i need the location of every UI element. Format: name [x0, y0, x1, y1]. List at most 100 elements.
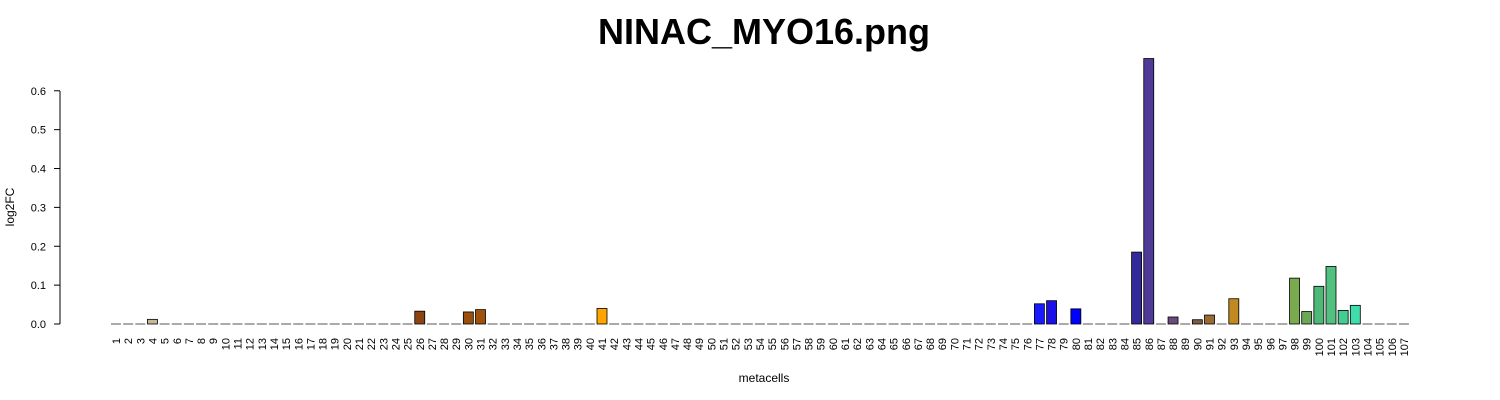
x-tick-label: 80: [1071, 338, 1083, 350]
x-tick-label: 54: [755, 338, 767, 350]
x-tick-label: 23: [378, 338, 390, 350]
x-tick-label: 102: [1338, 338, 1350, 356]
x-tick-label: 67: [913, 338, 925, 350]
x-tick-label: 103: [1350, 338, 1362, 356]
bar-77: [1034, 303, 1045, 325]
x-tick-label: 50: [706, 338, 718, 350]
x-tick-label: 95: [1253, 338, 1265, 350]
x-tick-label: 105: [1375, 338, 1387, 356]
x-tick-label: 93: [1229, 338, 1241, 350]
x-axis-label: metacells: [739, 371, 790, 385]
x-tick-label: 30: [463, 338, 475, 350]
bar-101: [1325, 266, 1337, 325]
x-tick-label: 46: [658, 338, 670, 350]
x-tick-label: 52: [731, 338, 743, 350]
x-tick-label: 47: [670, 338, 682, 350]
x-tick-label: 13: [257, 338, 269, 350]
y-tick-label: 0.3: [31, 202, 46, 214]
x-tick-label: 15: [281, 338, 293, 350]
x-tick-label: 32: [488, 338, 500, 350]
x-tick-label: 55: [767, 338, 779, 350]
x-tick-label: 2: [123, 338, 135, 344]
x-tick-label: 1: [111, 338, 123, 344]
x-tick-label: 76: [1022, 338, 1034, 350]
y-tick-label: 0.1: [31, 280, 46, 292]
bar-99: [1301, 311, 1313, 325]
x-tick-label: 38: [561, 338, 573, 350]
x-tick-label: 10: [220, 338, 232, 350]
x-tick-label: 101: [1326, 338, 1338, 356]
x-tick-label: 66: [901, 338, 913, 350]
x-tick-label: 97: [1277, 338, 1289, 350]
x-tick-label: 77: [1034, 338, 1046, 350]
x-tick-label: 41: [597, 338, 609, 350]
bar-41: [596, 308, 608, 325]
y-tick-label: 0.2: [31, 241, 46, 253]
x-tick-label: 53: [743, 338, 755, 350]
x-tick-label: 17: [305, 338, 317, 350]
x-tick-label: 69: [937, 338, 949, 350]
x-tick-label: 70: [949, 338, 961, 350]
x-tick-label: 29: [451, 338, 463, 350]
x-tick-label: 107: [1399, 338, 1411, 356]
x-tick-label: 43: [621, 338, 633, 350]
chart-title: NINAC_MYO16.png: [598, 11, 930, 52]
x-tick-label: 7: [184, 338, 196, 344]
x-tick-label: 72: [974, 338, 986, 350]
x-tick-label: 92: [1217, 338, 1229, 350]
x-tick-label: 65: [889, 338, 901, 350]
x-tick-label: 24: [390, 338, 402, 350]
x-tick-label: 5: [160, 338, 172, 344]
x-tick-label: 31: [476, 338, 488, 350]
x-tick-label: 81: [1083, 338, 1095, 350]
x-tick-label: 19: [330, 338, 342, 350]
x-tick-label: 82: [1095, 338, 1107, 350]
y-tick-label: 0.4: [31, 164, 46, 176]
x-tick-label: 98: [1290, 338, 1302, 350]
bars: [111, 58, 1409, 325]
x-tick-label: 8: [196, 338, 208, 344]
x-tick-label: 6: [172, 338, 184, 344]
x-tick-label: 51: [719, 338, 731, 350]
x-axis-tick-labels: 1 2 3 4 5 6 7 8 9 10 11 12 13 14 15 16 17 18 19 20 21 22 23 24 2…: [111, 338, 1411, 356]
x-tick-label: 74: [998, 338, 1010, 350]
x-tick-label: 33: [500, 338, 512, 350]
x-tick-label: 42: [609, 338, 621, 350]
x-tick-label: 58: [804, 338, 816, 350]
bar-26: [414, 310, 426, 325]
y-tick-label: 0.5: [31, 125, 46, 137]
x-tick-label: 12: [245, 338, 257, 350]
x-tick-label: 79: [1059, 338, 1071, 350]
x-tick-label: 94: [1241, 338, 1253, 350]
bar-102: [1337, 309, 1349, 325]
x-tick-label: 104: [1362, 338, 1374, 356]
y-axis-label: log2FC: [3, 187, 17, 226]
x-tick-label: 57: [791, 338, 803, 350]
x-tick-label: 35: [524, 338, 536, 350]
x-tick-label: 60: [828, 338, 840, 350]
x-tick-label: 68: [925, 338, 937, 350]
x-tick-label: 85: [1132, 338, 1144, 350]
x-tick-label: 39: [573, 338, 585, 350]
x-tick-label: 40: [585, 338, 597, 350]
x-tick-label: 59: [816, 338, 828, 350]
x-tick-label: 37: [548, 338, 560, 350]
x-tick-label: 21: [354, 338, 366, 350]
x-tick-label: 91: [1205, 338, 1217, 350]
bar-85: [1131, 251, 1142, 325]
y-tick-label: 0.0: [31, 319, 46, 331]
y-tick-label: 0.6: [31, 86, 46, 98]
x-tick-label: 4: [147, 338, 159, 344]
bar-93: [1228, 298, 1240, 325]
x-tick-label: 14: [269, 338, 281, 350]
bar-100: [1313, 285, 1325, 325]
x-tick-label: 9: [208, 338, 220, 344]
x-tick-label: 45: [646, 338, 658, 350]
x-tick-label: 73: [986, 338, 998, 350]
bar-88: [1167, 316, 1179, 325]
x-tick-label: 75: [1010, 338, 1022, 350]
x-tick-label: 71: [962, 338, 974, 350]
bar-103: [1349, 304, 1361, 325]
x-tick-label: 26: [415, 338, 427, 350]
bar-78: [1046, 300, 1057, 325]
